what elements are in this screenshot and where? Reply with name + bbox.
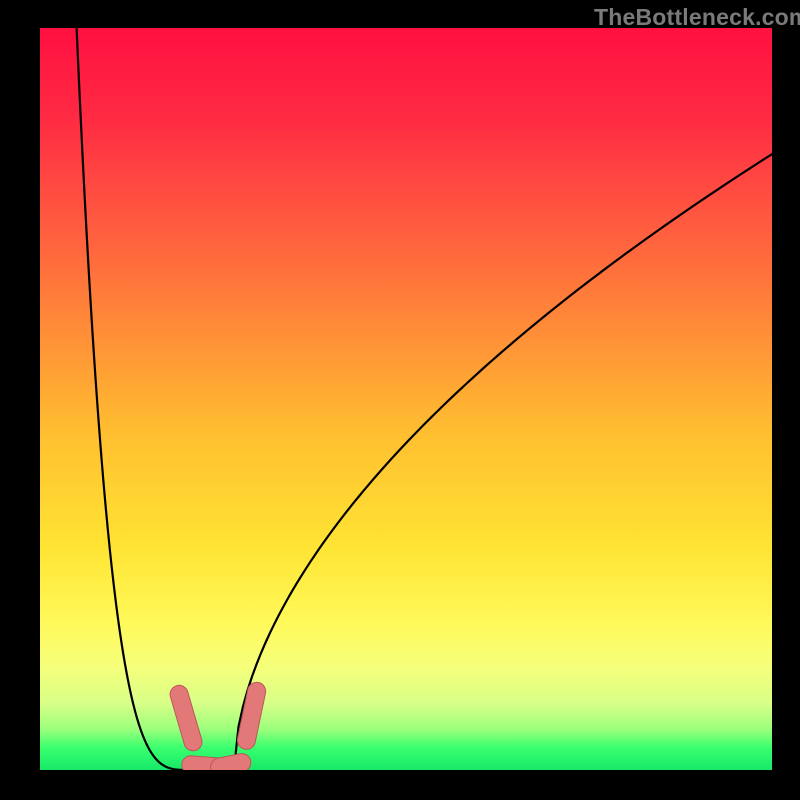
watermark-text: TheBottleneck.com: [594, 4, 800, 31]
outer-frame: TheBottleneck.com: [0, 0, 800, 800]
plot-area: [40, 28, 772, 770]
chart-background: [40, 28, 772, 770]
chart-svg: [40, 28, 772, 770]
